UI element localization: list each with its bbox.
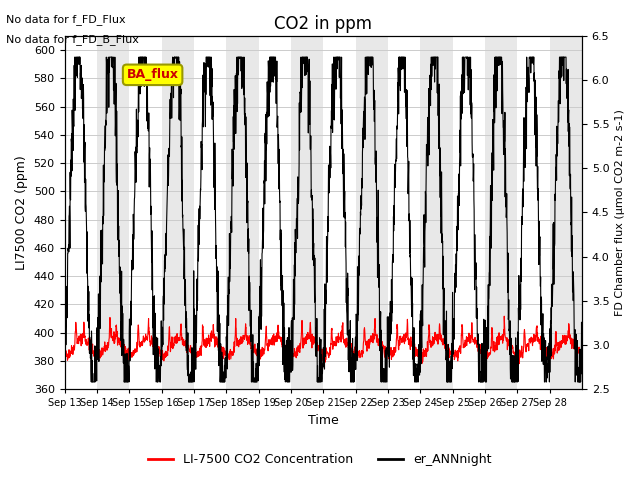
Y-axis label: FD Chamber flux (μmol CO2 m-2 s-1): FD Chamber flux (μmol CO2 m-2 s-1) [615, 109, 625, 316]
Y-axis label: LI7500 CO2 (ppm): LI7500 CO2 (ppm) [15, 155, 28, 270]
Title: CO2 in ppm: CO2 in ppm [275, 15, 372, 33]
Bar [356, 36, 388, 389]
Bar [550, 36, 582, 389]
Bar [420, 36, 452, 389]
Bar [97, 36, 129, 389]
Legend: LI-7500 CO2 Concentration, er_ANNnight: LI-7500 CO2 Concentration, er_ANNnight [143, 448, 497, 471]
X-axis label: Time: Time [308, 414, 339, 427]
Text: No data for f_FD_Flux: No data for f_FD_Flux [6, 14, 126, 25]
Bar [226, 36, 259, 389]
Text: BA_flux: BA_flux [127, 68, 179, 81]
Bar [485, 36, 517, 389]
Text: No data for f_FD_B_Flux: No data for f_FD_B_Flux [6, 34, 140, 45]
Bar [291, 36, 323, 389]
Bar [161, 36, 194, 389]
